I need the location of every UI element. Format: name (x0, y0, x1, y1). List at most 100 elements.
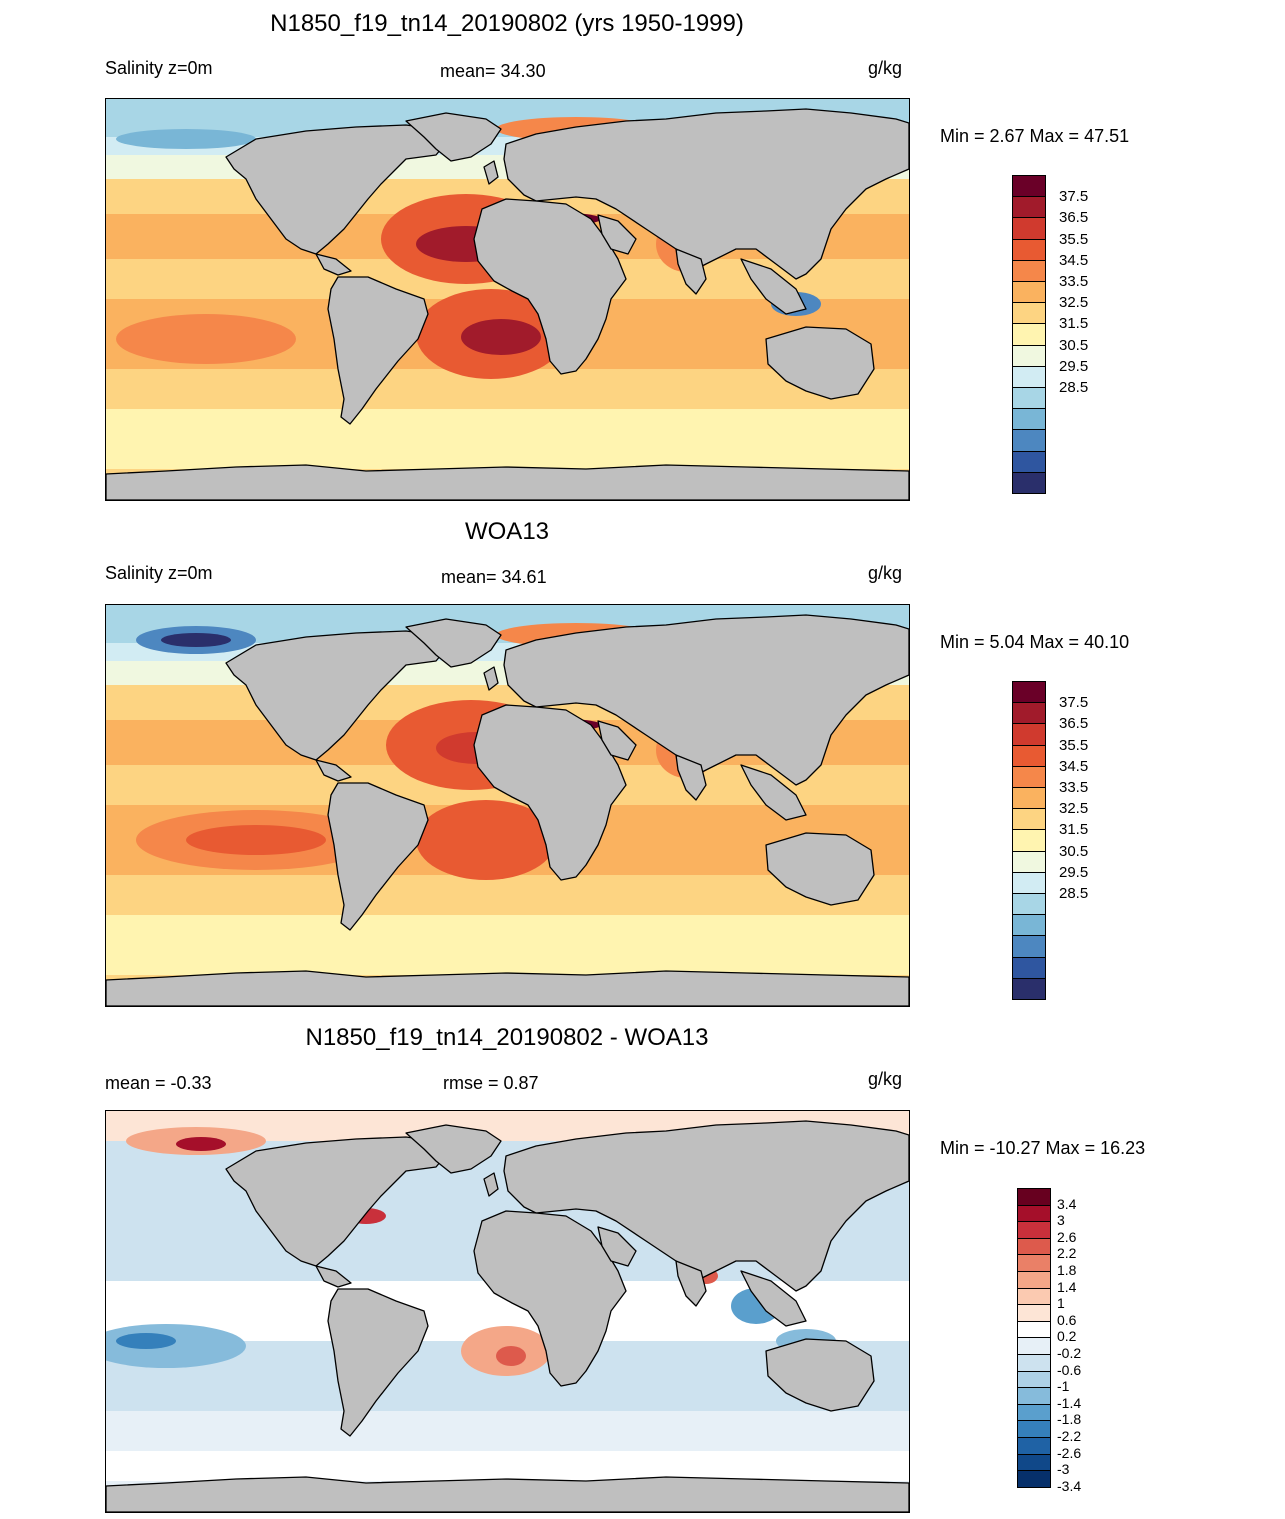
landmass-antarctica (106, 464, 909, 500)
landmass-centralAmerica (315, 1265, 352, 1288)
salinity-contour-band (106, 915, 909, 975)
colorbar-swatch (1012, 302, 1046, 325)
colorbar-swatch (1017, 1403, 1051, 1422)
landmass-antarctica (106, 970, 909, 1006)
colorbar-swatch (1012, 744, 1046, 767)
panel1-variable-label: Salinity z=0m (105, 58, 213, 78)
panel2-min-max-label: Min = 5.04 Max = 40.10 (940, 632, 1130, 652)
colorbar-swatch (1017, 1337, 1051, 1355)
colorbar-swatch (1012, 829, 1046, 852)
panel2-mean-label: mean= 34.61 (441, 567, 547, 587)
salinity-contour-band (106, 875, 909, 915)
landmass-eurasia (503, 1120, 909, 1292)
colorbar-tick-label: 37.5 (1059, 188, 1089, 206)
panel2-salinity-map (105, 604, 910, 1007)
colorbar-swatch (1017, 1354, 1051, 1372)
colorbar-tick-label: 31.5 (1059, 315, 1089, 333)
colorbar-swatch (1017, 1237, 1051, 1256)
colorbar-tick-label: -2.6 (1057, 1444, 1082, 1461)
colorbar-swatch (1017, 1287, 1051, 1306)
colorbar-swatch (1012, 893, 1046, 916)
colorbar-swatch (1012, 956, 1046, 979)
salinity-contour-band (161, 633, 231, 647)
colorbar-tick-label: 36.5 (1059, 715, 1089, 733)
colorbar-tick-label: 30.5 (1059, 336, 1089, 354)
landmass-greenland (405, 112, 502, 162)
landmass-arabia (597, 1226, 637, 1267)
landmass-india (675, 248, 707, 295)
colorbar-swatch (1017, 1370, 1051, 1389)
colorbar-swatch (1012, 914, 1046, 937)
colorbar-swatch (1017, 1271, 1051, 1289)
landmass-uk (483, 1172, 499, 1197)
salinity-contour-band (106, 409, 909, 469)
landmass-seAsia (740, 1270, 807, 1327)
colorbar-swatch (1012, 850, 1046, 873)
panel1-salinity-map (105, 98, 910, 501)
landmass-india (675, 1260, 707, 1307)
colorbar-swatch (1012, 429, 1046, 452)
landmass-australia (765, 1338, 875, 1412)
colorbar-swatch (1012, 408, 1046, 431)
landmass-africa (473, 704, 627, 881)
panel3-title: N1850_f19_tn14_20190802 - WOA13 (305, 1024, 709, 1051)
landmass-arabia (597, 720, 637, 761)
colorbar-swatch (1017, 1254, 1051, 1272)
colorbar-tick-label: 33.5 (1059, 779, 1089, 796)
panel2-variable-label: Salinity z=0m (105, 563, 213, 583)
colorbar-tick-label: 36.5 (1059, 209, 1089, 227)
salinity-contour-band (416, 800, 556, 880)
colorbar-swatch (1012, 238, 1046, 261)
salinity-contour-band (176, 1137, 226, 1151)
colorbar-tick-label: -1.8 (1057, 1411, 1082, 1428)
colorbar-swatch (1012, 323, 1046, 346)
colorbar-swatch (1012, 808, 1046, 831)
landmass-arabia (597, 214, 637, 255)
colorbar-tick-label: 35.5 (1059, 736, 1089, 754)
landmass-africa (473, 198, 627, 375)
landmass-northAmerica (225, 1136, 447, 1267)
colorbar-swatch (1017, 1453, 1051, 1472)
landmass-uk (483, 666, 499, 691)
colorbar-swatch (1012, 281, 1046, 304)
colorbar-swatch (1012, 787, 1046, 810)
colorbar-swatch (1017, 1221, 1051, 1239)
colorbar-tick-label: 33.5 (1059, 273, 1089, 290)
landmass-southAmerica (327, 782, 429, 931)
salinity-contour-band (461, 319, 541, 355)
colorbar-swatch (1012, 387, 1046, 410)
landmass-eurasia (503, 108, 909, 280)
colorbar-tick-label: 31.5 (1059, 821, 1089, 839)
landmass-southAmerica (327, 1288, 429, 1437)
colorbar-tick-label: -2.2 (1057, 1428, 1082, 1444)
landmass-seAsia (740, 258, 807, 315)
colorbar-swatch (1012, 977, 1046, 1000)
colorbar-tick-label: 2.6 (1057, 1228, 1077, 1245)
panel1-units-label: g/kg (868, 58, 903, 78)
salinity-contour-band (106, 1451, 909, 1481)
colorbar-swatch (1012, 196, 1046, 219)
panel3-rmse-label: rmse = 0.87 (443, 1073, 539, 1093)
landmass-greenland (405, 618, 502, 668)
colorbar-swatch (1012, 259, 1046, 282)
landmass-greenland (405, 1124, 502, 1174)
colorbar-tick-label: -0.2 (1057, 1345, 1082, 1361)
colorbar-swatch (1012, 871, 1046, 894)
landmass-australia (765, 832, 875, 906)
salinity-contour-band (106, 1411, 909, 1451)
colorbar-tick-label: 32.5 (1059, 800, 1089, 818)
colorbar-tick-label: -3.4 (1057, 1477, 1082, 1494)
salinity-contour-band (496, 1346, 526, 1366)
panel1-min-max-label: Min = 2.67 Max = 47.51 (940, 126, 1130, 146)
colorbar-tick-label: 29.5 (1059, 863, 1089, 881)
colorbar-tick-label: 3 (1057, 1212, 1065, 1229)
colorbar-tick-label: 34.5 (1059, 251, 1089, 269)
landmass-southAmerica (327, 276, 429, 425)
landmass-eurasia (503, 614, 909, 786)
colorbar-tick-label: 3.4 (1057, 1195, 1077, 1212)
map-canvas (106, 99, 909, 500)
salinity-contour-band (116, 1333, 176, 1349)
salinity-contour-band (116, 314, 296, 364)
landmass-india (675, 754, 707, 801)
panel3-difference-map (105, 1110, 910, 1513)
